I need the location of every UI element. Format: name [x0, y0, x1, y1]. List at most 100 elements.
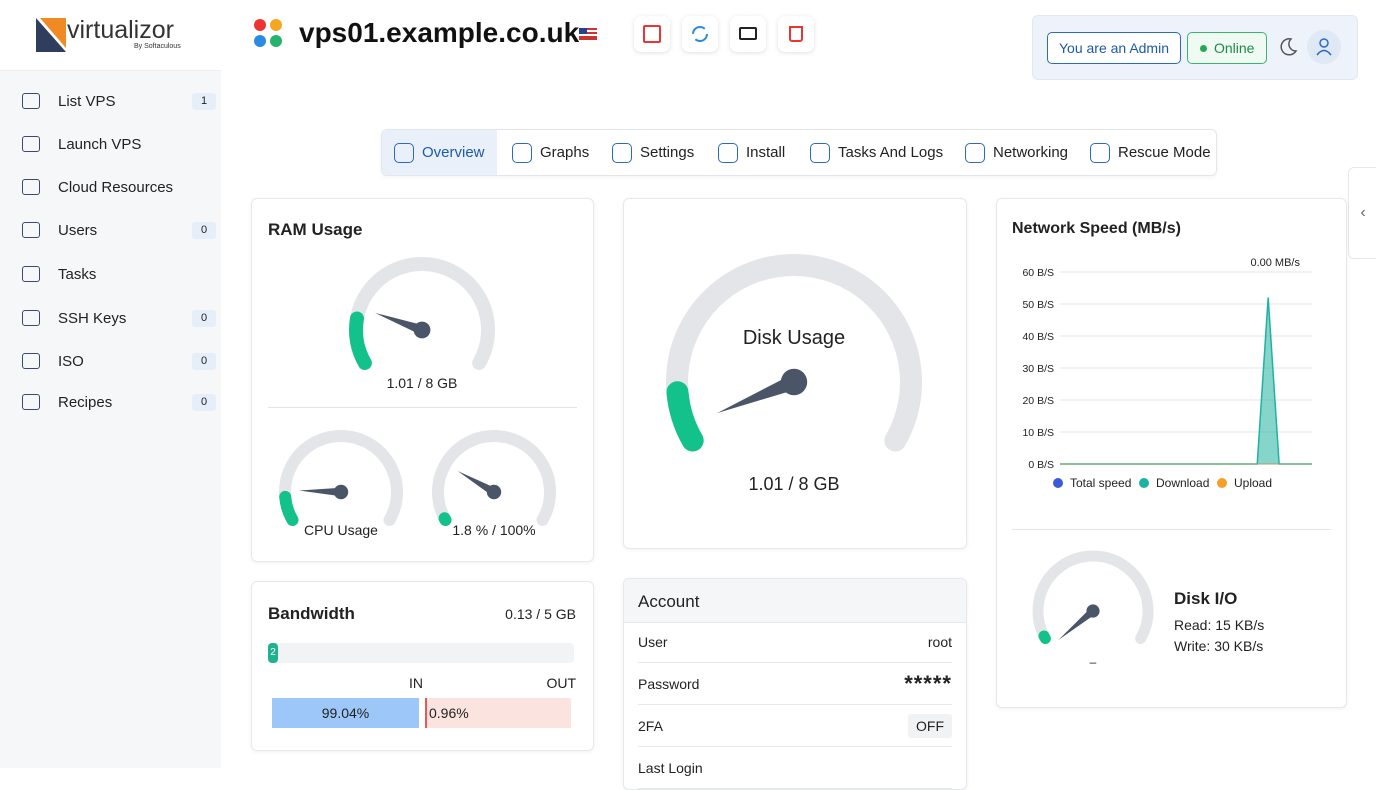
- account-row: 2FA OFF: [638, 706, 952, 747]
- nav-item[interactable]: SSH Keys 0: [22, 308, 216, 328]
- logo-sub: By Softaculous: [134, 43, 181, 50]
- tab-label: Overview: [422, 144, 485, 161]
- restart-button[interactable]: [682, 16, 718, 52]
- tab-icon: [965, 142, 985, 163]
- nav-icon: [22, 179, 40, 195]
- flag: [579, 28, 597, 40]
- tab-icon: [512, 142, 532, 163]
- nav-label: List VPS: [58, 92, 116, 110]
- nav-label: Recipes: [58, 393, 113, 411]
- network-card: Network Speed (MB/s) Disk I/O Read: 15 K…: [996, 198, 1347, 708]
- bandwidth-fill: 2: [268, 643, 278, 663]
- tab-icon: [718, 142, 738, 163]
- nav-icon: [22, 353, 40, 369]
- status-text: Online: [1214, 40, 1255, 56]
- tab-label: Rescue Mode: [1118, 144, 1211, 161]
- diskio-title: Disk I/O: [1174, 589, 1238, 608]
- account-label: Password: [638, 676, 700, 692]
- stop-button[interactable]: [634, 16, 670, 52]
- theme-toggle[interactable]: [1277, 36, 1299, 58]
- bandwidth-title: Bandwidth: [268, 604, 355, 623]
- out-bar: 0.96%: [425, 698, 571, 728]
- tab-icon: [394, 142, 414, 163]
- diskio-write: Write: 30 KB/s: [1174, 638, 1264, 654]
- active-tab-bg: [382, 130, 497, 175]
- account-row: Password *****: [638, 664, 952, 705]
- console-button[interactable]: [730, 16, 766, 52]
- account-card: Account User root Password ***** 2FA OFF Last …: [623, 578, 967, 790]
- nav-icon: [22, 222, 40, 238]
- account-title: Account: [638, 592, 700, 611]
- nav-item[interactable]: Tasks: [22, 264, 212, 284]
- tab-icon: [810, 142, 830, 163]
- tab[interactable]: Tasks And Logs: [810, 130, 943, 175]
- account-value: *****: [904, 671, 952, 696]
- nav-badge: 0: [192, 352, 216, 370]
- nav-label: Launch VPS: [58, 135, 142, 153]
- nav-icon: [22, 394, 40, 410]
- tab[interactable]: Networking: [965, 130, 1068, 175]
- nav-item[interactable]: ISO 0: [22, 351, 216, 371]
- tab-label: Install: [746, 144, 786, 161]
- in-label: IN: [409, 675, 423, 691]
- account-value: OFF: [908, 714, 952, 738]
- tab-label: Settings: [640, 144, 695, 161]
- network-title: Network Speed (MB/s): [1012, 220, 1181, 237]
- bandwidth-usage: 0.13 / 5 GB: [505, 606, 576, 622]
- in-bar: 99.04%: [272, 698, 419, 728]
- logo-area: virtualizor By Softaculous: [0, 0, 221, 71]
- nav-badge: 0: [192, 393, 216, 411]
- nav-label: ISO: [58, 352, 84, 370]
- nav-item[interactable]: Users 0: [22, 220, 216, 240]
- host-icon: [254, 19, 282, 47]
- nav-icon: [22, 266, 40, 282]
- sidebar: virtualizor By Softaculous List VPS 1 Laun…: [0, 0, 221, 768]
- divider: [1012, 529, 1331, 530]
- account-header: Account: [624, 579, 966, 623]
- nav-label: SSH Keys: [58, 309, 127, 327]
- nav-label: Cloud Resources: [58, 178, 174, 196]
- tab[interactable]: Install: [718, 130, 785, 175]
- account-value: root: [927, 634, 952, 650]
- user-panel: You are an Admin Online: [1032, 15, 1358, 80]
- tab-icon: [1090, 142, 1110, 163]
- tab-label: Graphs: [540, 144, 590, 161]
- tab[interactable]: Graphs: [512, 130, 589, 175]
- delete-button[interactable]: [778, 16, 814, 52]
- ram-title: RAM Usage: [268, 220, 363, 239]
- bandwidth-card: Bandwidth 0.13 / 5 GB 2 IN OUT 99.04% 0.…: [251, 581, 594, 751]
- divider: [268, 407, 577, 408]
- account-label: 2FA: [638, 718, 663, 734]
- tab[interactable]: Rescue Mode: [1090, 130, 1211, 175]
- logo-text: virtualizor: [67, 16, 174, 44]
- status-button[interactable]: Online: [1187, 32, 1267, 64]
- account-label: Last Login: [638, 760, 703, 776]
- nav-icon: [22, 310, 40, 326]
- diskio-read: Read: 15 KB/s: [1174, 617, 1265, 633]
- tab[interactable]: Settings: [612, 130, 694, 175]
- nav-label: Users: [58, 221, 98, 239]
- tab-label: Networking: [993, 144, 1069, 161]
- nav-item[interactable]: Recipes 0: [22, 392, 216, 412]
- disk-card: [623, 198, 967, 549]
- admin-button[interactable]: You are an Admin: [1047, 32, 1181, 64]
- tab[interactable]: Overview: [394, 130, 485, 175]
- hostname: vps01.example.co.uk: [299, 17, 580, 48]
- nav-badge: 1: [192, 92, 216, 110]
- user-avatar[interactable]: [1307, 30, 1341, 64]
- nav-icon: [22, 93, 40, 109]
- out-label: OUT: [546, 675, 576, 691]
- nav-icon: [22, 136, 40, 152]
- nav-label: Tasks: [58, 265, 97, 283]
- nav-item[interactable]: List VPS 1: [22, 91, 216, 111]
- nav-item[interactable]: Launch VPS: [22, 134, 212, 154]
- logo-icon: [36, 18, 66, 52]
- nav-badge: 0: [192, 221, 216, 239]
- nav-item[interactable]: Cloud Resources: [22, 177, 212, 197]
- collapse-toggle[interactable]: ‹: [1348, 167, 1376, 259]
- nav-badge: 0: [192, 309, 216, 327]
- account-row: User root: [638, 622, 952, 663]
- account-label: User: [638, 634, 668, 650]
- tab-icon: [612, 142, 632, 163]
